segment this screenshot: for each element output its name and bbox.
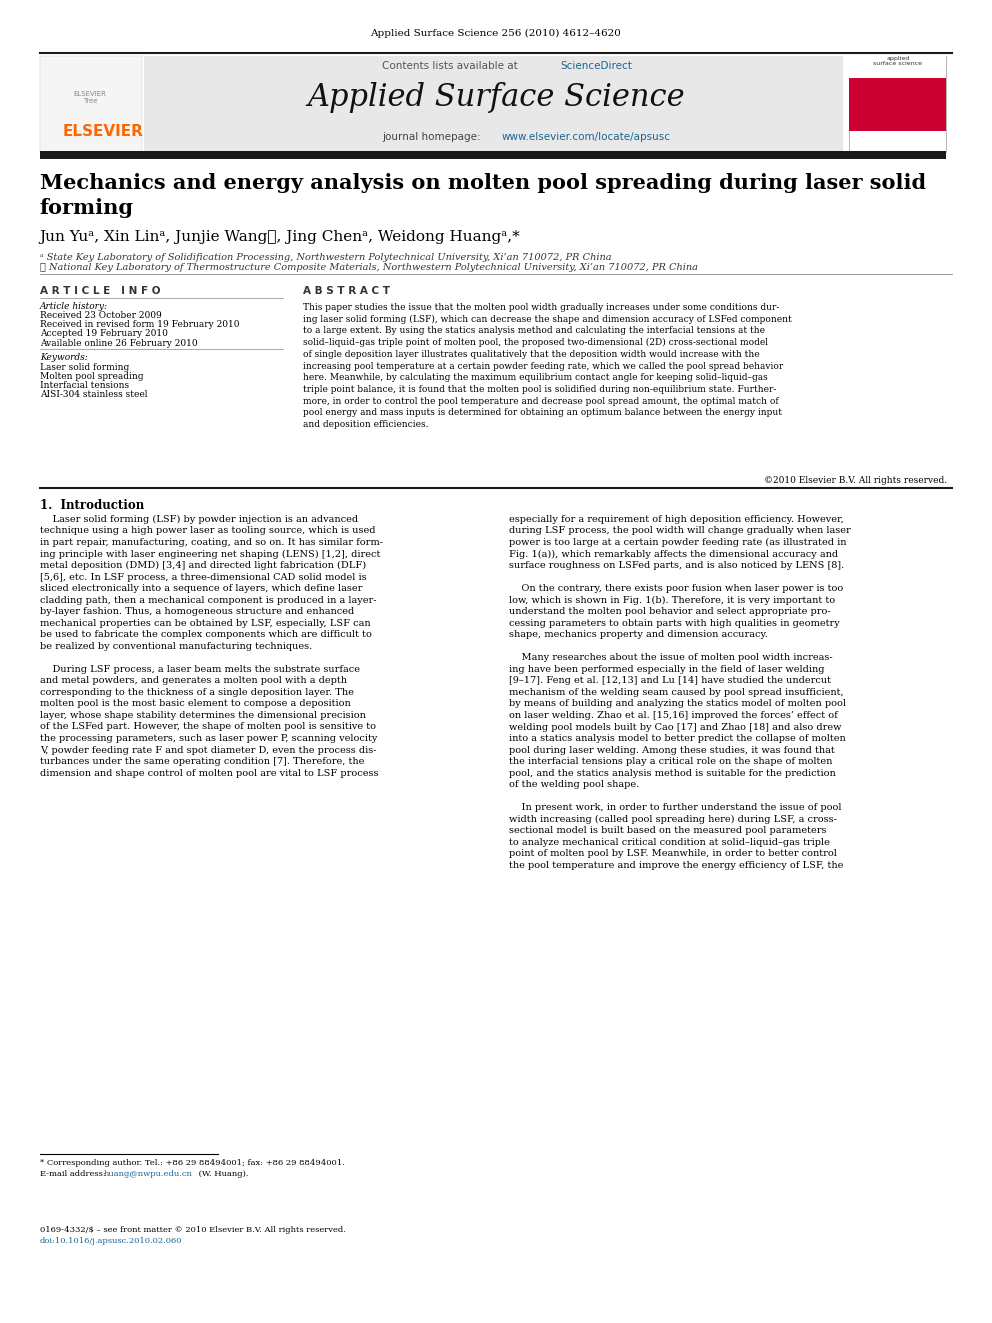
Text: Laser solid forming: Laser solid forming: [40, 363, 129, 372]
Text: Available online 26 February 2010: Available online 26 February 2010: [40, 339, 197, 348]
FancyBboxPatch shape: [144, 56, 843, 152]
FancyBboxPatch shape: [849, 56, 946, 152]
Text: ScienceDirect: ScienceDirect: [560, 61, 632, 71]
Text: E-mail address:: E-mail address:: [40, 1170, 108, 1177]
Text: Contents lists available at: Contents lists available at: [382, 61, 521, 71]
Text: Interfacial tensions: Interfacial tensions: [40, 381, 129, 390]
Text: (W. Huang).: (W. Huang).: [196, 1170, 249, 1177]
FancyBboxPatch shape: [40, 151, 946, 159]
Text: ©2010 Elsevier B.V. All rights reserved.: ©2010 Elsevier B.V. All rights reserved.: [764, 476, 947, 486]
FancyBboxPatch shape: [40, 56, 142, 152]
Text: ELSEVIER: ELSEVIER: [62, 124, 144, 139]
Text: Laser solid forming (LSF) by powder injection is an advanced
technique using a h: Laser solid forming (LSF) by powder inje…: [40, 515, 383, 778]
Text: 1.  Introduction: 1. Introduction: [40, 499, 144, 512]
Text: AISI-304 stainless steel: AISI-304 stainless steel: [40, 390, 147, 400]
Text: * Corresponding author. Tel.: +86 29 88494001; fax: +86 29 88494001.: * Corresponding author. Tel.: +86 29 884…: [40, 1159, 344, 1167]
Text: A B S T R A C T: A B S T R A C T: [303, 286, 390, 296]
Text: Applied Surface Science: Applied Surface Science: [308, 82, 684, 112]
Text: ၂ National Key Laboratory of Thermostructure Composite Materials, Northwestern P: ၂ National Key Laboratory of Thermostruc…: [40, 263, 697, 273]
Text: Jun Yuᵃ, Xin Linᵃ, Junjie Wang၂, Jing Chenᵃ, Weidong Huangᵃ,*: Jun Yuᵃ, Xin Linᵃ, Junjie Wang၂, Jing Ch…: [40, 230, 521, 245]
Text: ELSEVIER
Tree: ELSEVIER Tree: [73, 91, 107, 105]
Text: Received 23 October 2009: Received 23 October 2009: [40, 311, 162, 320]
Text: huang@nwpu.edu.cn: huang@nwpu.edu.cn: [104, 1170, 193, 1177]
Text: Applied Surface Science 256 (2010) 4612–4620: Applied Surface Science 256 (2010) 4612–…: [371, 29, 621, 38]
Text: especially for a requirement of high deposition efficiency. However,
during LSF : especially for a requirement of high dep…: [509, 515, 851, 871]
Text: A R T I C L E   I N F O: A R T I C L E I N F O: [40, 286, 160, 296]
Text: This paper studies the issue that the molten pool width gradually increases unde: This paper studies the issue that the mo…: [303, 303, 792, 429]
FancyBboxPatch shape: [849, 56, 946, 93]
Text: Mechanics and energy analysis on molten pool spreading during laser solid
formin: Mechanics and energy analysis on molten …: [40, 173, 926, 218]
Text: Article history:: Article history:: [40, 302, 108, 311]
Text: Keywords:: Keywords:: [40, 353, 87, 363]
Text: ᵃ State Key Laboratory of Solidification Processing, Northwestern Polytechnical : ᵃ State Key Laboratory of Solidification…: [40, 253, 611, 262]
Text: 0169-4332/$ – see front matter © 2010 Elsevier B.V. All rights reserved.: 0169-4332/$ – see front matter © 2010 El…: [40, 1226, 345, 1234]
Text: applied
surface science: applied surface science: [873, 56, 923, 66]
Text: Received in revised form 19 February 2010: Received in revised form 19 February 201…: [40, 320, 239, 329]
Text: Accepted 19 February 2010: Accepted 19 February 2010: [40, 329, 168, 339]
Text: www.elsevier.com/locate/apsusc: www.elsevier.com/locate/apsusc: [502, 132, 671, 143]
Text: doi:10.1016/j.apsusc.2010.02.060: doi:10.1016/j.apsusc.2010.02.060: [40, 1237, 183, 1245]
Text: journal homepage:: journal homepage:: [382, 132, 484, 143]
Text: Molten pool spreading: Molten pool spreading: [40, 372, 143, 381]
FancyBboxPatch shape: [849, 78, 946, 131]
